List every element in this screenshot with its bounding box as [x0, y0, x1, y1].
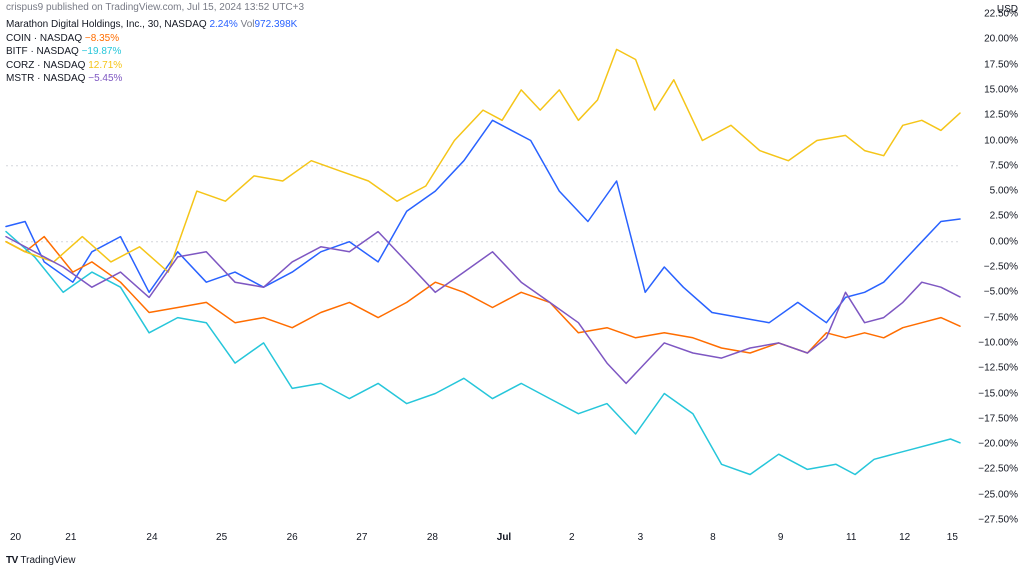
y-tick: −12.50% — [978, 363, 1018, 374]
y-tick: −25.00% — [978, 489, 1018, 500]
x-tick: 25 — [216, 532, 227, 543]
x-tick: 11 — [846, 532, 856, 543]
y-tick: −2.50% — [984, 262, 1018, 273]
x-tick: 28 — [427, 532, 438, 543]
chart-canvas — [0, 0, 968, 528]
y-tick: 0.00% — [990, 236, 1018, 247]
y-tick: −7.50% — [984, 312, 1018, 323]
x-tick: 2 — [569, 532, 575, 543]
tradingview-logo[interactable]: TV TradingView — [6, 555, 75, 566]
x-tick: 27 — [356, 532, 367, 543]
x-axis: 20 21 24 25 26 27 28 Jul 2 3 8 9 11 12 15 — [0, 532, 968, 548]
y-tick: 2.50% — [990, 211, 1018, 222]
y-tick: 5.00% — [990, 186, 1018, 197]
x-tick: 3 — [638, 532, 644, 543]
x-tick: Jul — [497, 532, 511, 543]
y-tick: 15.00% — [984, 84, 1018, 95]
y-tick: −27.50% — [978, 515, 1018, 526]
y-tick: 12.50% — [984, 110, 1018, 121]
y-tick: −20.00% — [978, 439, 1018, 450]
x-tick: 21 — [65, 532, 76, 543]
tv-mark: TV — [6, 555, 18, 566]
y-tick: 7.50% — [990, 160, 1018, 171]
x-tick: 24 — [146, 532, 157, 543]
price-chart[interactable] — [0, 0, 968, 528]
y-tick: −22.50% — [978, 464, 1018, 475]
tv-text: TradingView — [20, 555, 75, 566]
y-axis: USD 22.50%20.00%17.50%15.00%12.50%10.00%… — [968, 0, 1024, 528]
y-tick: 17.50% — [984, 59, 1018, 70]
y-tick: −5.00% — [984, 287, 1018, 298]
y-tick: 22.50% — [984, 9, 1018, 20]
y-tick: 10.00% — [984, 135, 1018, 146]
x-tick: 26 — [287, 532, 298, 543]
x-tick: 15 — [947, 532, 958, 543]
x-tick: 9 — [778, 532, 784, 543]
y-tick: 20.00% — [984, 34, 1018, 45]
y-tick: −10.00% — [978, 337, 1018, 348]
y-tick: −17.50% — [978, 413, 1018, 424]
y-tick: −15.00% — [978, 388, 1018, 399]
x-tick: 20 — [10, 532, 21, 543]
x-tick: 8 — [710, 532, 716, 543]
x-tick: 12 — [899, 532, 910, 543]
